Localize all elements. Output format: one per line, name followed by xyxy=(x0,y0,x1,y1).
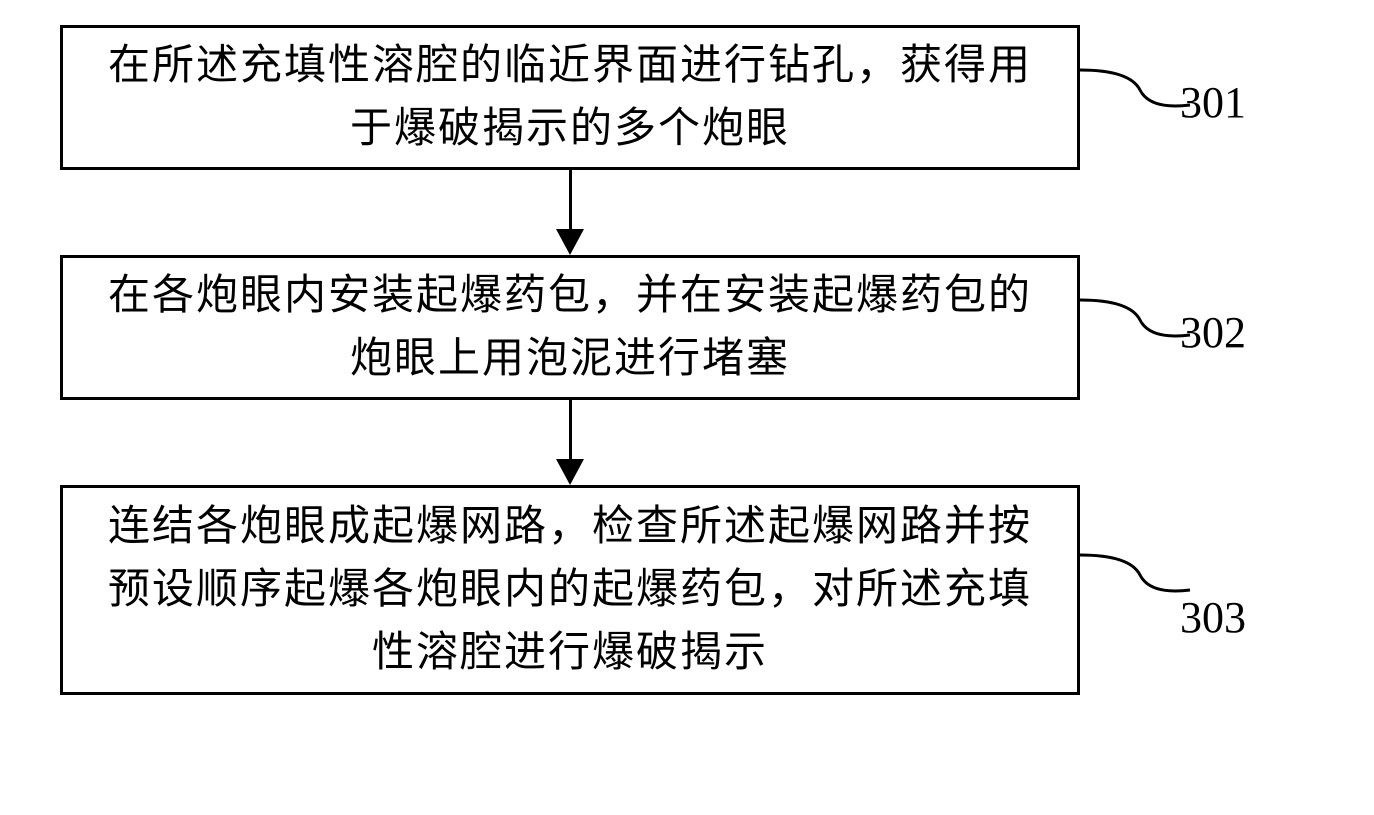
node-container: 在所述充填性溶腔的临近界面进行钻孔，获得用于爆破揭示的多个炮眼 xyxy=(60,25,1080,170)
arrow-line xyxy=(569,400,572,460)
node-text: 在所述充填性溶腔的临近界面进行钻孔，获得用于爆破揭示的多个炮眼 xyxy=(87,35,1053,161)
flowchart-row: 在各炮眼内安装起爆药包，并在安装起爆药包的炮眼上用泡泥进行堵塞 302 xyxy=(60,255,1320,400)
flowchart-row: 在所述充填性溶腔的临近界面进行钻孔，获得用于爆破揭示的多个炮眼 301 xyxy=(60,25,1320,170)
node-container: 连结各炮眼成起爆网路，检查所述起爆网路并按预设顺序起爆各炮眼内的起爆药包，对所述… xyxy=(60,485,1080,695)
flowchart-node-step1: 在所述充填性溶腔的临近界面进行钻孔，获得用于爆破揭示的多个炮眼 xyxy=(60,25,1080,170)
flowchart-container: 在所述充填性溶腔的临近界面进行钻孔，获得用于爆破揭示的多个炮眼 301 在各炮眼… xyxy=(60,25,1320,695)
label-connector-svg xyxy=(1080,285,1190,345)
flowchart-arrow xyxy=(60,400,1080,485)
flowchart-node-step2: 在各炮眼内安装起爆药包，并在安装起爆药包的炮眼上用泡泥进行堵塞 xyxy=(60,255,1080,400)
label-connector-svg xyxy=(1080,55,1190,115)
node-label: 302 xyxy=(1180,307,1246,358)
arrow-head-icon xyxy=(556,229,584,255)
node-label: 303 xyxy=(1180,592,1246,643)
node-container: 在各炮眼内安装起爆药包，并在安装起爆药包的炮眼上用泡泥进行堵塞 xyxy=(60,255,1080,400)
arrow-line xyxy=(569,170,572,230)
flowchart-row: 连结各炮眼成起爆网路，检查所述起爆网路并按预设顺序起爆各炮眼内的起爆药包，对所述… xyxy=(60,485,1320,695)
node-text: 在各炮眼内安装起爆药包，并在安装起爆药包的炮眼上用泡泥进行堵塞 xyxy=(87,265,1053,391)
node-text: 连结各炮眼成起爆网路，检查所述起爆网路并按预设顺序起爆各炮眼内的起爆药包，对所述… xyxy=(87,496,1053,685)
label-connector-svg xyxy=(1080,540,1190,600)
node-label: 301 xyxy=(1180,77,1246,128)
flowchart-node-step3: 连结各炮眼成起爆网路，检查所述起爆网路并按预设顺序起爆各炮眼内的起爆药包，对所述… xyxy=(60,485,1080,695)
arrow-head-icon xyxy=(556,459,584,485)
flowchart-arrow xyxy=(60,170,1080,255)
